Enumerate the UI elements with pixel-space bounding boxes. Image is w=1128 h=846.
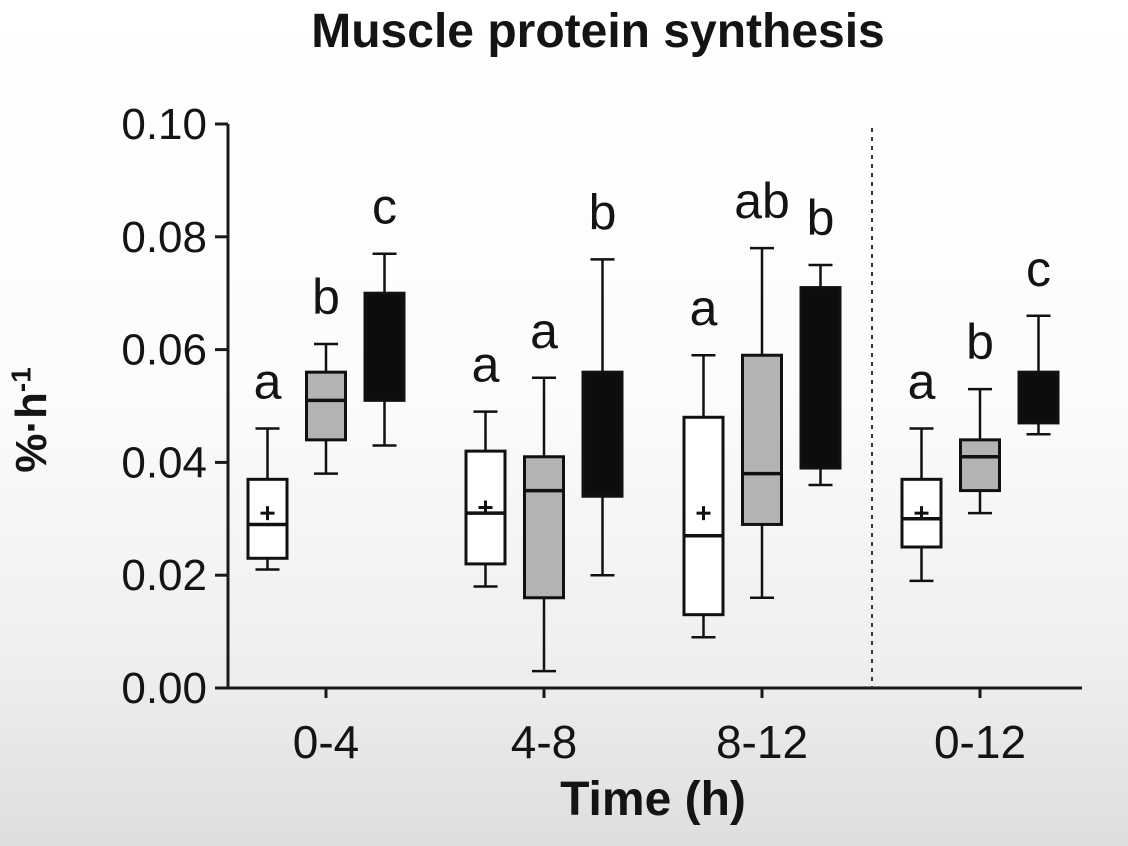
- box-rect: [305, 370, 347, 442]
- significance-letter: b: [807, 190, 835, 246]
- box-gray-0-4: b: [305, 269, 347, 475]
- box-rect: [741, 353, 783, 526]
- significance-letter: b: [589, 184, 617, 240]
- y-tick-label: 0.02: [121, 551, 207, 600]
- y-tick-label: 0.00: [121, 664, 207, 713]
- box-gray-8-12: ab: [734, 173, 790, 600]
- y-tick-label: 0.04: [121, 438, 207, 487]
- box-white-0-4: a: [246, 354, 289, 571]
- box-gray-0-12: b: [959, 314, 1001, 515]
- box-white-4-8: a: [464, 337, 507, 588]
- significance-letter: a: [690, 280, 718, 336]
- y-tick-label: 0.10: [121, 100, 207, 149]
- box-rect: [900, 477, 943, 549]
- significance-letter: b: [312, 269, 340, 325]
- y-tick-label: 0.08: [121, 213, 207, 262]
- significance-letter: a: [908, 354, 936, 410]
- category-label: 4-8: [511, 716, 577, 768]
- x-axis-label: Time (h): [560, 773, 746, 826]
- significance-letter: ab: [734, 173, 790, 229]
- box-black-8-12: b: [799, 190, 842, 487]
- category-label: 0-4: [293, 716, 359, 768]
- significance-letter: a: [530, 303, 558, 359]
- box-gray-4-8: a: [523, 303, 565, 673]
- significance-letter: c: [1026, 241, 1051, 297]
- box-black-0-12: c: [1017, 241, 1060, 436]
- box-rect: [363, 291, 406, 402]
- box-black-4-8: b: [581, 184, 624, 577]
- significance-letter: c: [372, 179, 397, 235]
- box-white-8-12: a: [682, 280, 725, 639]
- category-label: 0-12: [934, 716, 1026, 768]
- y-axis-label: %·h-1: [5, 300, 56, 540]
- box-rect: [1017, 370, 1060, 425]
- significance-letter: a: [472, 337, 500, 393]
- box-rect: [581, 370, 624, 498]
- box-rect: [523, 455, 565, 600]
- significance-letter: b: [966, 314, 994, 370]
- chart-title: Muscle protein synthesis: [311, 5, 885, 58]
- box-rect: [959, 438, 1001, 493]
- y-axis-label-base: %·h: [7, 392, 56, 473]
- box-rect: [799, 286, 842, 470]
- significance-letter: a: [254, 354, 282, 410]
- category-label: 8-12: [716, 716, 808, 768]
- box-white-0-12: a: [900, 354, 943, 583]
- y-tick-label: 0.06: [121, 326, 207, 375]
- box-black-0-4: c: [363, 179, 406, 447]
- y-axis-label-superscript: -1: [5, 367, 37, 393]
